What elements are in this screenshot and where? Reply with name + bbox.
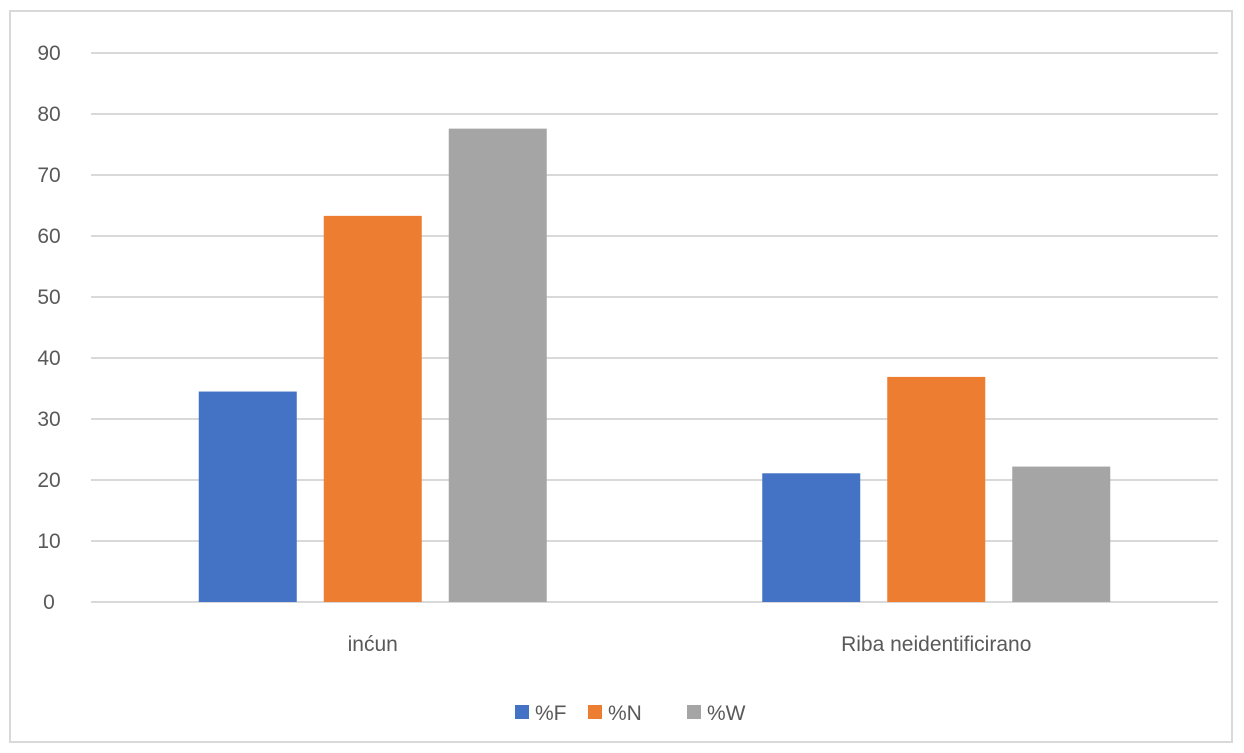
y-tick-label: 20 xyxy=(37,469,60,492)
y-tick-label: 70 xyxy=(37,164,60,187)
legend-label: %F xyxy=(535,702,567,725)
legend: %F %N %W xyxy=(515,702,746,725)
y-tick-label: 40 xyxy=(37,347,60,370)
bar-w-1 xyxy=(1012,466,1111,602)
bar-f-0 xyxy=(198,391,297,602)
bar-f-1 xyxy=(762,473,861,602)
legend-swatch xyxy=(687,705,701,719)
x-axis-ticks: inćun Riba neidentificirano xyxy=(348,633,1032,656)
y-tick-label: 50 xyxy=(37,286,60,309)
chart-container: 0 10 20 30 40 50 60 70 80 90 inćun Riba neidentifi… xyxy=(9,10,1233,743)
legend-label: %W xyxy=(707,702,746,725)
y-tick-label: 0 xyxy=(43,591,55,614)
y-tick-label: 10 xyxy=(37,530,60,553)
bars xyxy=(198,128,1111,602)
y-axis-ticks: 0 10 20 30 40 50 60 70 80 90 xyxy=(37,42,60,614)
y-tick-label: 60 xyxy=(37,225,60,248)
legend-label: %N xyxy=(608,702,642,725)
legend-swatch xyxy=(515,705,529,719)
y-tick-label: 30 xyxy=(37,408,60,431)
legend-swatch xyxy=(588,705,602,719)
bar-chart: 0 10 20 30 40 50 60 70 80 90 inćun Riba neidentifi… xyxy=(37,42,1218,725)
bar-n-1 xyxy=(887,376,986,602)
y-tick-label: 90 xyxy=(37,42,60,65)
y-tick-label: 80 xyxy=(37,103,60,126)
x-category-label: Riba neidentificirano xyxy=(841,633,1031,656)
x-category-label: inćun xyxy=(348,633,398,656)
bar-n-0 xyxy=(323,215,422,602)
bar-w-0 xyxy=(448,128,547,602)
